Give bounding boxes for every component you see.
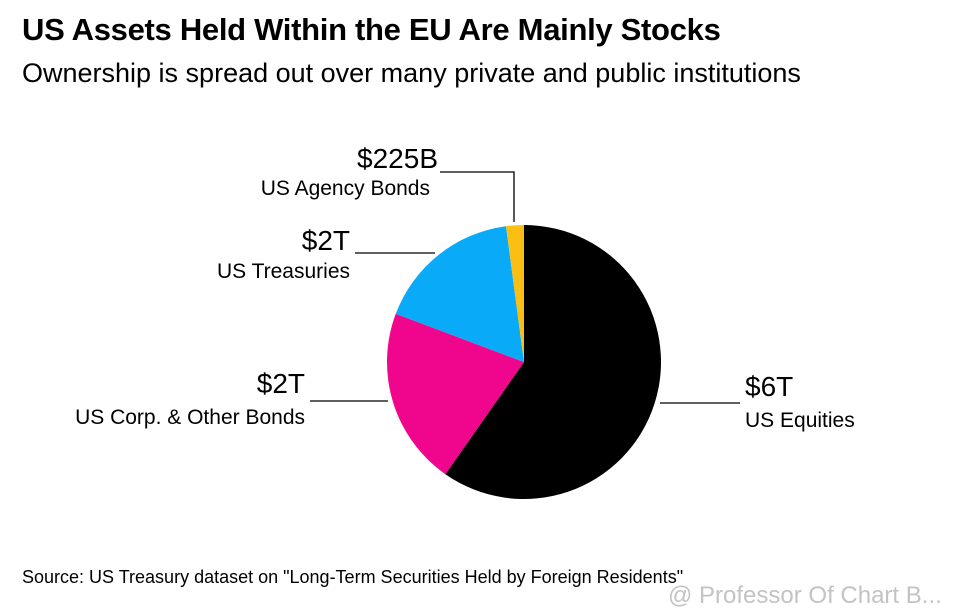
value-label-equities: $6T xyxy=(745,371,793,402)
source-note: Source: US Treasury dataset on "Long-Ter… xyxy=(22,567,684,587)
pie-slice-us-corp-other-bonds xyxy=(387,313,524,475)
pie-slice-us-treasuries xyxy=(395,226,524,362)
name-label-treasuries: US Treasuries xyxy=(217,260,350,283)
name-label-agency-bonds: US Agency Bonds xyxy=(261,177,430,200)
chart-title: US Assets Held Within the EU Are Mainly … xyxy=(22,12,721,47)
pie-slice-us-equities xyxy=(445,225,661,500)
value-label-corp-bonds: $2T xyxy=(257,368,305,399)
value-label-agency-bonds: $225B xyxy=(357,143,438,174)
pie-slice-us-agency-bonds xyxy=(505,225,524,362)
name-label-corp-bonds: US Corp. & Other Bonds xyxy=(75,406,305,429)
chart-subtitle: Ownership is spread out over many privat… xyxy=(22,58,801,88)
watermark: @ Professor Of Chart B... xyxy=(668,582,942,609)
name-label-equities: US Equities xyxy=(745,409,855,432)
value-label-treasuries: $2T xyxy=(302,225,350,256)
leader-line-agency-bonds xyxy=(440,171,515,222)
